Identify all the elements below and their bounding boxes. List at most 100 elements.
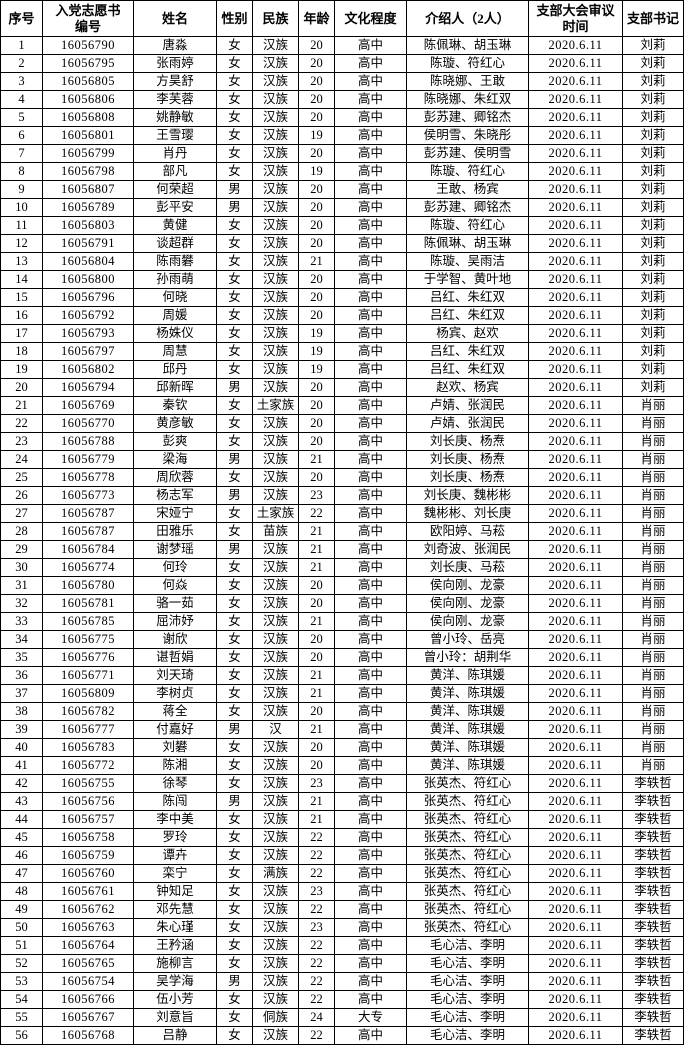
age-cell: 20 [298, 396, 335, 415]
table-row: 48 16056761 钟知足女汉族 23 高中 张英杰、符红心 2020.6.11 李轶哲 [0, 882, 684, 901]
name-cell: 王雪璎 [133, 126, 217, 145]
secretary-cell: 肖丽 [622, 396, 684, 415]
ethnicity-cell: 汉族 [252, 306, 299, 325]
gender-cell: 女 [216, 900, 253, 919]
review-date-cell: 2020.6.11 [528, 36, 623, 55]
introducers-cell: 黄洋、陈琪媛 [406, 666, 529, 685]
table-row: 52 16056765 施柳言女汉族 22 高中 毛心洁、李明 2020.6.11 李轶哲 [0, 954, 684, 973]
gender-cell: 女 [216, 612, 253, 631]
gender-cell: 女 [216, 36, 253, 55]
review-date-cell: 2020.6.11 [528, 576, 623, 595]
introducers-cell: 彭苏建、卿铭杰 [406, 108, 529, 127]
ethnicity-cell: 汉族 [252, 342, 299, 361]
form-number-cell: 16056800 [42, 270, 134, 289]
education-cell: 高中 [334, 468, 407, 487]
name-cell: 部凡 [133, 162, 217, 181]
introducers-cell: 张英杰、符红心 [406, 846, 529, 865]
secretary-cell: 肖丽 [622, 486, 684, 505]
gender-cell: 男 [216, 486, 253, 505]
ethnicity-cell: 汉族 [252, 774, 299, 793]
gender-cell: 男 [216, 540, 253, 559]
education-cell: 高中 [334, 108, 407, 127]
gender-cell: 女 [216, 126, 253, 145]
ethnicity-cell: 汉族 [252, 558, 299, 577]
name-cell: 梁海 [133, 450, 217, 469]
table-row: 47 16056760 栾宁女满族 22 高中 张英杰、符红心 2020.6.11 李轶哲 [0, 864, 684, 883]
review-date-cell: 2020.6.11 [528, 450, 623, 469]
review-date-cell: 2020.6.11 [528, 648, 623, 667]
gender-cell: 女 [216, 216, 253, 235]
education-cell: 高中 [334, 918, 407, 937]
index-cell: 35 [0, 648, 43, 667]
table-row: 36 16056771 刘天琦女汉族 21 高中 黄洋、陈琪媛 2020.6.11 肖丽 [0, 666, 684, 685]
introducers-cell: 卢婧、张润民 [406, 414, 529, 433]
table-row: 35 16056776 谌哲娟女汉族 20 高中 曾小玲：胡荆华 2020.6.11 肖丽 [0, 648, 684, 667]
introducers-cell: 侯向刚、龙豪 [406, 576, 529, 595]
secretary-cell: 肖丽 [622, 738, 684, 757]
education-cell: 高中 [334, 756, 407, 775]
table-row: 28 16056787 田雅乐女苗族 21 高中 欧阳婷、马菘 2020.6.11 肖丽 [0, 522, 684, 541]
age-cell: 20 [298, 576, 335, 595]
age-cell: 21 [298, 252, 335, 271]
ethnicity-cell: 侗族 [252, 1008, 299, 1027]
name-cell: 付嘉好 [133, 720, 217, 739]
age-cell: 22 [298, 828, 335, 847]
education-cell: 高中 [334, 810, 407, 829]
table-row: 1 16056790 唐淼女汉族 20 高中 陈佩琳、胡玉琳 2020.6.11 刘莉 [0, 36, 684, 55]
table-row: 18 16056797 周慧女汉族 19 高中 吕红、朱红双 2020.6.11 刘莉 [0, 342, 684, 361]
table-row: 9 16056807 何荣超男汉族 20 高中 王敢、杨宾 2020.6.11 刘莉 [0, 180, 684, 199]
review-date-cell: 2020.6.11 [528, 774, 623, 793]
column-header-gender: 性别 [216, 0, 253, 37]
secretary-cell: 李轶哲 [622, 828, 684, 847]
index-cell: 34 [0, 630, 43, 649]
table-row: 20 16056794 邱新晖男汉族 20 高中 赵欢、杨宾 2020.6.11 刘莉 [0, 378, 684, 397]
age-cell: 21 [298, 792, 335, 811]
secretary-cell: 李轶哲 [622, 954, 684, 973]
name-cell: 陈雨礬 [133, 252, 217, 271]
age-cell: 20 [298, 234, 335, 253]
age-cell: 22 [298, 846, 335, 865]
introducers-cell: 曾小玲、岳亮 [406, 630, 529, 649]
age-cell: 22 [298, 504, 335, 523]
gender-cell: 女 [216, 432, 253, 451]
column-header-age: 年龄 [298, 0, 335, 37]
gender-cell: 女 [216, 756, 253, 775]
ethnicity-cell: 汉族 [252, 162, 299, 181]
table-row: 51 16056764 王矜涵女汉族 22 高中 毛心洁、李明 2020.6.11 李轶哲 [0, 936, 684, 955]
name-cell: 刘天琦 [133, 666, 217, 685]
index-cell: 7 [0, 144, 43, 163]
review-date-cell: 2020.6.11 [528, 558, 623, 577]
secretary-cell: 李轶哲 [622, 792, 684, 811]
review-date-cell: 2020.6.11 [528, 198, 623, 217]
introducers-cell: 张英杰、符红心 [406, 864, 529, 883]
secretary-cell: 刘莉 [622, 360, 684, 379]
form-number-cell: 16056772 [42, 756, 134, 775]
age-cell: 20 [298, 72, 335, 91]
ethnicity-cell: 汉族 [252, 432, 299, 451]
ethnicity-cell: 汉族 [252, 972, 299, 991]
form-number-cell: 16056773 [42, 486, 134, 505]
name-cell: 彭爽 [133, 432, 217, 451]
education-cell: 高中 [334, 936, 407, 955]
index-cell: 40 [0, 738, 43, 757]
name-cell: 陈湘 [133, 756, 217, 775]
introducers-cell: 张英杰、符红心 [406, 882, 529, 901]
secretary-cell: 刘莉 [622, 36, 684, 55]
ethnicity-cell: 汉族 [252, 216, 299, 235]
secretary-cell: 李轶哲 [622, 900, 684, 919]
education-cell: 高中 [334, 216, 407, 235]
age-cell: 22 [298, 954, 335, 973]
table-row: 16 16056792 周媛女汉族 20 高中 吕红、朱红双 2020.6.11 刘莉 [0, 306, 684, 325]
index-cell: 20 [0, 378, 43, 397]
gender-cell: 女 [216, 468, 253, 487]
index-cell: 37 [0, 684, 43, 703]
index-cell: 3 [0, 72, 43, 91]
introducers-cell: 刘长庚、杨焘 [406, 468, 529, 487]
education-cell: 高中 [334, 126, 407, 145]
index-cell: 28 [0, 522, 43, 541]
ethnicity-cell: 土家族 [252, 396, 299, 415]
age-cell: 22 [298, 1026, 335, 1045]
education-cell: 高中 [334, 882, 407, 901]
name-cell: 杨姝仪 [133, 324, 217, 343]
